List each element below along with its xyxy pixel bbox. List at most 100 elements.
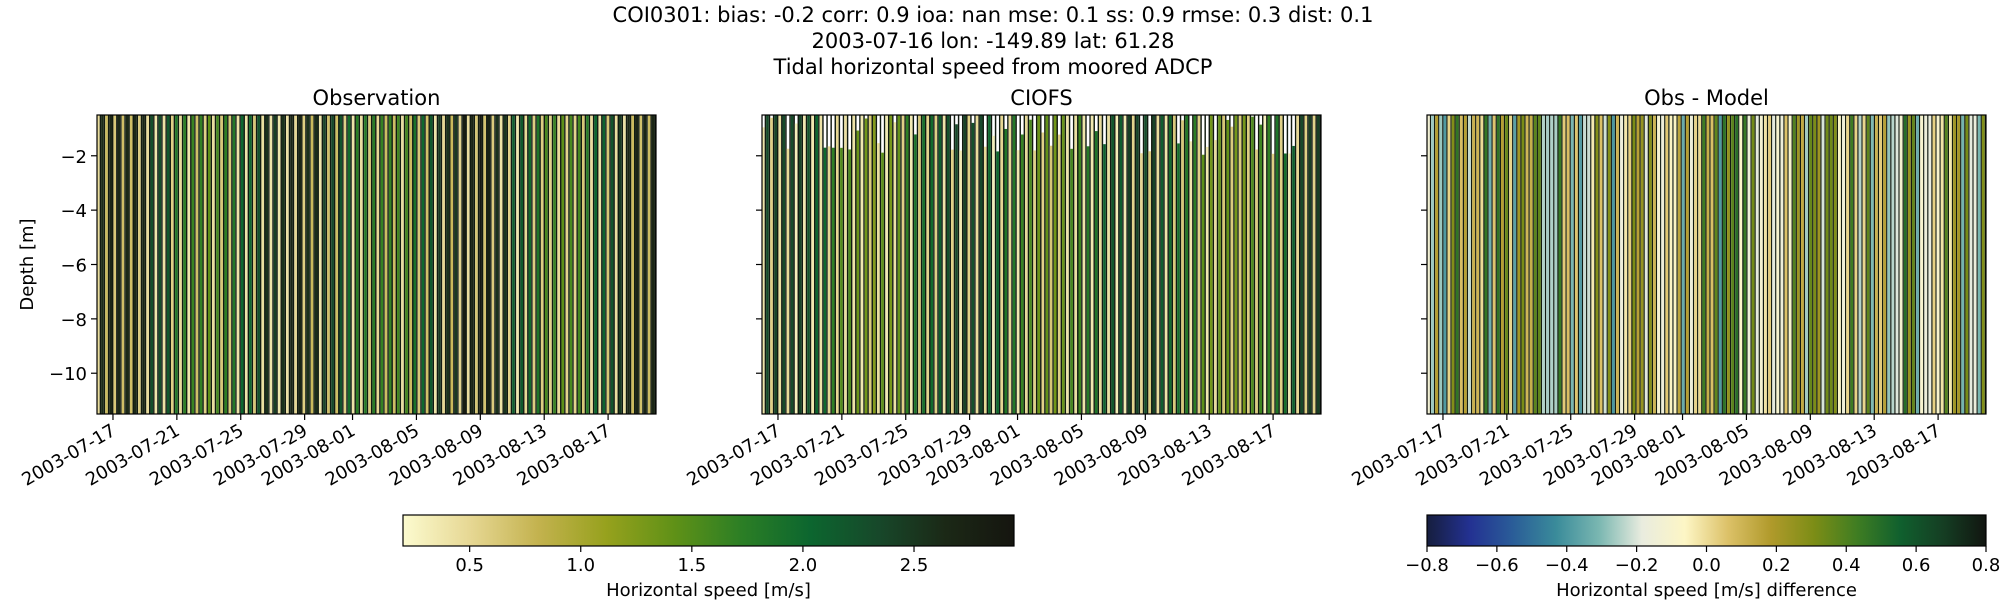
heatmap-stripe [323, 115, 326, 414]
heatmap-stripe-edge [1688, 115, 1691, 414]
heatmap-stripe-edge [838, 115, 841, 414]
heatmap-stripe [434, 115, 437, 414]
heatmap-stripe-edge [1869, 115, 1871, 414]
heatmap-stripe [790, 115, 794, 414]
heatmap-stripe [590, 115, 593, 414]
heatmap-stripe [549, 115, 552, 414]
heatmap-stripe-edge [883, 115, 886, 414]
heatmap-stripe [815, 115, 819, 414]
heatmap-stripe-edge [535, 115, 537, 414]
heatmap-stripe-edge [920, 115, 923, 414]
heatmap-stripe-edge [818, 115, 820, 414]
heatmap-stripe-edge [777, 115, 779, 414]
heatmap-stripe-edge [924, 115, 927, 414]
heatmap-stripe [807, 115, 810, 414]
heatmap-stripe-edge [317, 115, 319, 414]
heatmap-stripe-edge [280, 115, 282, 414]
heatmap-stripe [199, 115, 203, 414]
heatmap-stripe-edge [1299, 115, 1301, 414]
heatmap-stripe [351, 115, 355, 414]
heatmap-stripe [905, 115, 909, 414]
heatmap-stripe [376, 115, 380, 414]
heatmap-stripe [606, 115, 610, 414]
heatmap-stripe-edge [395, 115, 398, 414]
heatmap-stripe-edge [136, 115, 139, 414]
heatmap-stripe-edge [1803, 115, 1806, 414]
heatmap-stripe [1965, 115, 1969, 414]
heatmap-stripe-edge [785, 115, 787, 414]
y-tick-label: −2 [60, 147, 87, 168]
heatmap-stripe [864, 118, 868, 415]
heatmap-stripe [774, 115, 777, 414]
heatmap-stripe [1521, 115, 1525, 414]
heatmap-stripe [1177, 143, 1180, 414]
heatmap-stripe-edge [259, 115, 262, 414]
heatmap-stripe [495, 115, 499, 414]
heatmap-stripe [355, 115, 359, 414]
heatmap-stripe-edge [486, 115, 488, 414]
heatmap-stripe [1037, 115, 1041, 414]
colorbar-tick-label: 0.0 [1692, 555, 1721, 576]
heatmap-stripe [1595, 115, 1599, 414]
heatmap-stripe-edge [1680, 115, 1682, 414]
heatmap-stripe-edge [1902, 115, 1904, 414]
heatmap-stripe [491, 115, 495, 414]
heatmap-stripe-edge [1151, 115, 1153, 414]
heatmap-stripe-edge [1692, 115, 1695, 414]
colorbar-tick-label: −0.6 [1475, 555, 1519, 576]
heatmap-stripe [1131, 115, 1135, 414]
heatmap-stripe [483, 115, 487, 414]
heatmap-stripe-edge [1791, 115, 1793, 414]
heatmap-stripe-edge [842, 115, 845, 414]
heatmap-stripe-edge [379, 115, 381, 414]
heatmap-stripe-edge [629, 115, 632, 414]
heatmap-stripe-edge [568, 115, 570, 414]
heatmap-stripe [1640, 115, 1644, 414]
heatmap-stripe [335, 115, 339, 414]
heatmap-stripe-edge [830, 115, 832, 414]
heatmap-stripe-edge [1845, 115, 1847, 414]
heatmap-stripe-edge [814, 115, 816, 414]
heatmap-stripe [265, 115, 269, 414]
heatmap-stripe-edge [781, 115, 783, 414]
heatmap-stripe [113, 115, 117, 414]
heatmap-stripe [1226, 119, 1230, 414]
heatmap-stripe [1443, 115, 1447, 414]
heatmap-stripe [1066, 115, 1069, 414]
heatmap-stripe [1082, 115, 1086, 414]
heatmap-stripe-edge [1097, 115, 1100, 414]
heatmap-stripe [1731, 115, 1735, 414]
heatmap-stripe [1944, 115, 1948, 414]
heatmap-stripe-edge [1812, 115, 1814, 414]
heatmap-stripe-edge [966, 115, 968, 414]
heatmap-stripe-edge [436, 115, 439, 414]
colorbar-tick-label: 0.8 [1972, 555, 2000, 576]
heatmap-stripe-edge [1955, 115, 1958, 414]
heatmap-stripe-edge [597, 115, 599, 414]
heatmap-stripe [1205, 146, 1209, 414]
heatmap-stripe [1599, 115, 1603, 414]
heatmap-stripe [1673, 115, 1677, 414]
heatmap-stripe-edge [190, 115, 192, 414]
heatmap-stripe [1747, 115, 1751, 414]
heatmap-stripe [1928, 115, 1932, 414]
heatmap-stripe-edge [1635, 115, 1637, 414]
heatmap-stripe [1570, 115, 1574, 414]
heatmap-stripe [1218, 115, 1221, 414]
heatmap-stripe-edge [1651, 115, 1654, 414]
heatmap-stripe [327, 115, 330, 414]
heatmap-stripe-edge [1799, 115, 1802, 414]
heatmap-stripe [170, 115, 174, 414]
heatmap-stripe-edge [1204, 115, 1206, 414]
heatmap-stripe [138, 115, 141, 414]
heatmap-stripe-edge [1126, 115, 1128, 414]
heatmap-stripe-edge [543, 115, 546, 414]
heatmap-stripe-edge [1565, 115, 1567, 414]
heatmap-stripe-edge [1311, 115, 1313, 414]
heatmap-stripe [97, 115, 100, 414]
heatmap-stripe [1566, 115, 1570, 414]
heatmap-stripe-edge [1495, 115, 1497, 414]
heatmap-stripe [150, 115, 154, 414]
heatmap-stripe [942, 115, 946, 414]
